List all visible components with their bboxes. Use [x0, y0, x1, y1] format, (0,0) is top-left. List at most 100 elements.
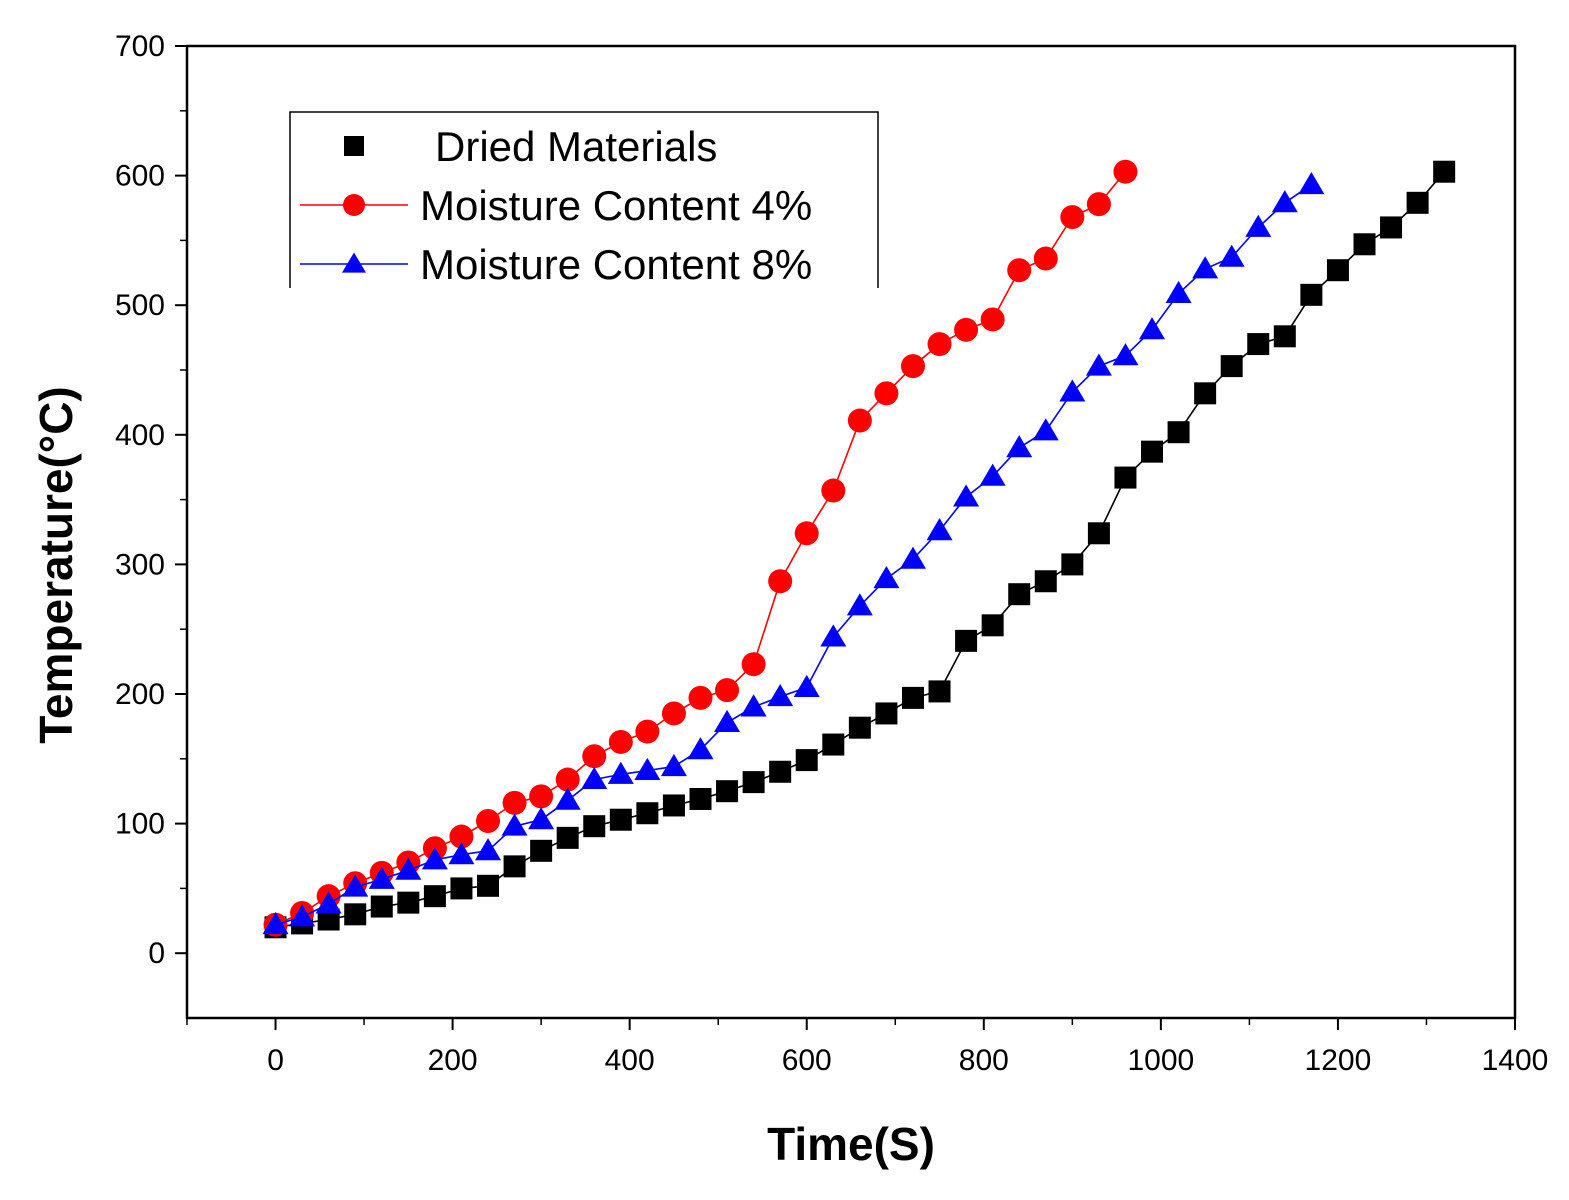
legend-item-moisture-content-8: Moisture Content 8% [300, 241, 812, 288]
series-moisture-content-8-point [687, 737, 714, 760]
series-dried-materials-point [1326, 259, 1349, 282]
series-dried-materials-point [742, 771, 765, 794]
series-moisture-content-8-point [1218, 244, 1245, 267]
x-tick-label-1000: 1000 [1127, 1044, 1194, 1077]
series-moisture-content-4-point [688, 685, 713, 710]
series-moisture-content-8-point [1298, 172, 1325, 195]
series-moisture-content-8-point [1139, 317, 1166, 340]
y-tick-label-200: 200 [115, 678, 165, 711]
series-dried-materials-point [423, 885, 446, 908]
series-dried-materials-point [822, 733, 845, 756]
series-dried-materials-point [317, 908, 340, 931]
series-dried-materials-point [795, 749, 818, 772]
series-moisture-content-4-point [1060, 205, 1085, 230]
series-dried-materials-point [1380, 216, 1403, 239]
series-dried-materials-point [1247, 333, 1270, 356]
series-moisture-content-8-point [1032, 418, 1059, 441]
series-moisture-content-4-point [608, 729, 633, 754]
series-moisture-content-8-point [873, 566, 900, 589]
legend-item-moisture-content-8-marker [342, 252, 366, 273]
legend-items: Dried Materials Moisture Content 4% Moistu… [300, 123, 812, 288]
legend-item-dried-materials-marker [344, 136, 364, 156]
x-tick-label-800: 800 [959, 1044, 1009, 1077]
series-dried-materials-point [875, 702, 898, 725]
series-moisture-content-4-point [874, 381, 899, 406]
series-moisture-content-4-point [555, 767, 580, 792]
series-moisture-content-8-point [926, 518, 953, 541]
series-moisture-content-8-point [528, 807, 555, 830]
series-dried-materials [264, 160, 1456, 939]
series-dried-materials-point [556, 826, 579, 849]
series-dried-materials-point [450, 877, 473, 900]
x-tick-label-200: 200 [428, 1044, 478, 1077]
series-moisture-content-4-point [661, 701, 686, 726]
series-dried-materials-point [1141, 440, 1164, 463]
y-axis-ticks: 0 100 200 300 400 500 600 700 [115, 30, 187, 970]
series-moisture-content-8-point [581, 766, 608, 790]
series-moisture-content-4-point [847, 408, 872, 433]
series-moisture-content-4-point [529, 784, 554, 809]
series-dried-materials-point [662, 794, 685, 817]
series-moisture-content-8-point [899, 546, 926, 569]
series-moisture-content-4-point [768, 569, 793, 594]
series-moisture-content-8-point [475, 838, 502, 861]
series-dried-materials-point [477, 874, 500, 897]
series-moisture-content-8-line [275, 184, 1312, 926]
series-dried-materials-point [981, 614, 1004, 637]
series-moisture-content-8-point [1059, 379, 1086, 402]
series-dried-materials-point [1008, 583, 1031, 606]
series-moisture-content-8-point [395, 857, 422, 880]
legend-item-moisture-content-4-label: Moisture Content 4% [420, 182, 812, 229]
series-dried-materials-point [769, 760, 792, 783]
plot-frame [185, 44, 1517, 1020]
legend-item-moisture-content-4-marker [343, 194, 365, 216]
series-moisture-content-8-point [1245, 214, 1272, 237]
y-tick-label-400: 400 [115, 419, 165, 452]
series-dried-materials-point [503, 855, 526, 878]
y-tick-label-100: 100 [115, 808, 165, 841]
series-dried-materials-point [1114, 466, 1137, 489]
legend-item-dried-materials-label: Dried Materials [435, 123, 717, 170]
series-moisture-content-8-point [714, 709, 741, 732]
series-dried-materials-point [636, 802, 659, 825]
x-tick-label-400: 400 [605, 1044, 655, 1077]
series-layer [262, 159, 1456, 939]
series-moisture-content-4-point [980, 307, 1005, 332]
series-moisture-content-4-point [1007, 258, 1032, 283]
series-dried-materials-point [1194, 382, 1217, 405]
series-moisture-content-8-point [1085, 353, 1112, 376]
y-tick-label-700: 700 [115, 30, 165, 63]
series-moisture-content-4-point [741, 652, 766, 677]
series-moisture-content-8-point [315, 891, 342, 914]
series-moisture-content-8-point [501, 813, 528, 836]
series-moisture-content-4-point [900, 354, 925, 379]
series-dried-materials-point [344, 903, 367, 926]
series-moisture-content-8-point [846, 593, 873, 616]
series-moisture-content-8-point [953, 484, 980, 507]
series-dried-materials-point [716, 780, 739, 803]
series-dried-materials-point [1406, 191, 1429, 214]
x-axis-title: Time(S) [767, 1118, 935, 1170]
series-moisture-content-8-point [607, 761, 634, 784]
legend: Dried Materials Moisture Content 4% Moistu… [289, 111, 879, 288]
series-dried-materials-point [583, 815, 606, 838]
x-axis-ticks: 0 200 400 600 800 1000 1200 1400 [186, 1018, 1548, 1077]
series-moisture-content-8-point [1112, 343, 1139, 366]
y-axis-title: Temperature(°C) [30, 386, 82, 744]
series-moisture-content-8-point [342, 874, 369, 897]
series-moisture-content-4-point [715, 678, 740, 703]
series-dried-materials-point [1167, 421, 1190, 444]
series-moisture-content-4-point [821, 478, 846, 503]
series-dried-materials-point [370, 895, 393, 918]
series-dried-materials-point [689, 787, 712, 810]
legend-frame [289, 111, 879, 288]
series-moisture-content-8-point [660, 753, 687, 777]
series-moisture-content-8-point [634, 757, 661, 780]
series-moisture-content-8-point [979, 463, 1006, 486]
series-dried-materials-point [1353, 233, 1376, 256]
series-moisture-content-4-point [449, 824, 474, 849]
series-moisture-content-4-point [794, 521, 819, 546]
series-moisture-content-8-point [1006, 435, 1033, 458]
series-dried-materials-point [901, 686, 924, 709]
